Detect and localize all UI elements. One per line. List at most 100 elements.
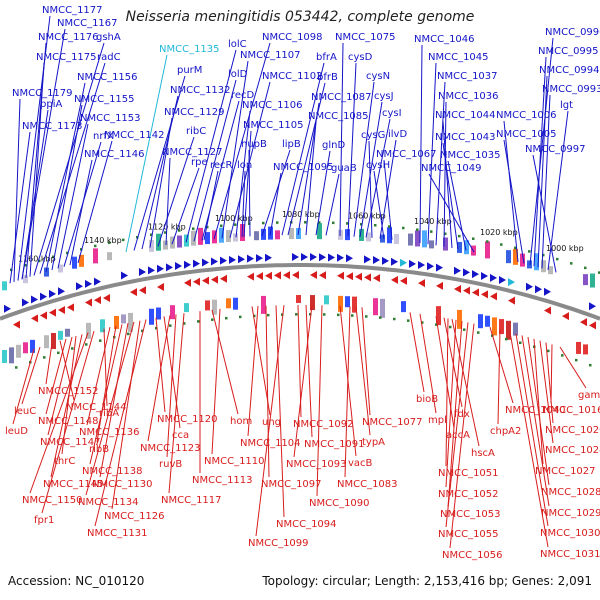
forward-gene-label: NMCC_1107 — [240, 50, 301, 61]
forward-gene-label: purM — [177, 65, 202, 76]
reverse-gene-label: NMCC_1148 — [38, 416, 99, 427]
reverse-gene-arrow — [67, 303, 74, 312]
forward-gene-arrow — [193, 259, 200, 268]
forward-gene-label: lolC — [228, 39, 247, 50]
forward-gene-arrow — [319, 253, 326, 262]
forward-gene-arrow — [544, 287, 551, 296]
forward-leader-line — [165, 157, 171, 246]
forward-feature-block — [198, 227, 203, 245]
reverse-gene-label: NMCC_1020 — [545, 425, 600, 436]
scale-tick — [584, 266, 587, 270]
forward-feature-block — [254, 231, 259, 241]
reverse-leader-line — [41, 330, 95, 514]
reverse-gene-label: NMCC_1097 — [261, 479, 322, 490]
forward-gene-arrow — [490, 273, 497, 282]
forward-gene-arrow — [148, 266, 155, 275]
scale-tick — [155, 326, 158, 330]
scale-tick — [346, 222, 349, 225]
reverse-gene-label: chpA2 — [490, 426, 521, 437]
reverse-feature-block — [170, 305, 175, 320]
reverse-feature-block — [436, 306, 441, 326]
reverse-gene-arrow — [40, 311, 47, 320]
forward-gene-arrow — [463, 268, 470, 277]
reverse-feature-block — [352, 296, 357, 313]
reverse-gene-arrow — [454, 284, 461, 293]
reverse-feature-block — [583, 344, 588, 355]
scale-tick — [360, 222, 363, 226]
scale-label: 1040 kbp — [414, 217, 452, 226]
reverse-gene-label: NMCC_1152 — [38, 386, 99, 397]
reverse-feature-block — [23, 342, 28, 354]
forward-gene-arrow — [76, 282, 83, 291]
reverse-gene-label: NMCC_1053 — [440, 509, 501, 520]
reverse-feature-block — [338, 295, 343, 312]
forward-gene-label: lon — [237, 160, 252, 171]
reverse-leader-line — [449, 323, 475, 549]
reverse-gene-arrow — [256, 272, 263, 281]
reverse-gene-label: NMCC_1029 — [541, 508, 600, 519]
forward-leader-line — [359, 101, 383, 238]
reverse-gene-arrow — [562, 312, 569, 321]
forward-feature-block — [359, 228, 364, 241]
forward-leader-line — [365, 118, 391, 238]
genome-rings — [0, 223, 600, 364]
forward-feature-block — [527, 260, 532, 269]
scale-tick — [169, 324, 172, 327]
forward-leader-line — [45, 82, 86, 272]
forward-feature-block — [534, 253, 539, 271]
forward-leader-line — [261, 149, 291, 236]
reverse-feature-block — [233, 297, 238, 310]
forward-feature-block — [590, 273, 595, 288]
reverse-leader-line — [445, 319, 457, 488]
reverse-gene-label: NMCC_1051 — [438, 468, 499, 479]
forward-gene-label: guaB — [331, 163, 357, 174]
reverse-leader-line — [265, 305, 270, 478]
forward-leader-line — [203, 170, 219, 241]
scale-label: 1160 kbp — [18, 255, 56, 264]
scale-tick — [519, 341, 522, 345]
reverse-leader-line — [509, 332, 549, 548]
scale-tick — [234, 223, 237, 226]
reverse-gene-label: NMCC_1030 — [540, 528, 600, 539]
reverse-leader-line — [85, 321, 135, 496]
reverse-leader-line — [255, 305, 285, 537]
reverse-gene-label: NMCC_1144 — [66, 402, 127, 413]
forward-feature-block — [394, 233, 399, 244]
scale-tick — [24, 264, 27, 267]
reverse-leader-line — [435, 316, 455, 429]
scale-tick — [183, 322, 186, 325]
scale-label: 1140 kbp — [84, 236, 122, 245]
reverse-gene-arrow — [58, 305, 65, 314]
scale-tick — [38, 259, 41, 263]
forward-gene-label: NMCC_1035 — [440, 150, 501, 161]
scale-tick — [556, 257, 559, 261]
forward-leader-line — [442, 120, 453, 249]
reverse-feature-block — [513, 322, 518, 336]
reverse-gene-arrow — [310, 271, 317, 280]
reverse-gene-label: NMCC_1136 — [79, 427, 140, 438]
reverse-gene-arrow — [274, 271, 281, 280]
forward-feature-block — [380, 234, 385, 243]
forward-gene-arrow — [85, 279, 92, 288]
forward-gene-label: NMCC_1005 — [496, 129, 557, 140]
forward-leader-line — [193, 79, 237, 242]
forward-leader-line — [157, 136, 195, 247]
forward-gene-arrow — [472, 270, 479, 279]
reverse-feature-block — [324, 295, 329, 305]
reverse-feature-block — [296, 295, 301, 304]
reverse-leader-line — [559, 346, 587, 389]
forward-gene-label: lolD — [228, 69, 248, 80]
forward-gene-arrow — [175, 261, 182, 270]
forward-feature-block — [226, 230, 231, 243]
reverse-gene-arrow — [319, 271, 326, 280]
reverse-gene-label: NMCC_1083 — [337, 479, 398, 490]
forward-leader-line — [243, 130, 252, 237]
forward-gene-label: NMCC_1106 — [242, 100, 303, 111]
forward-gene-arrow — [436, 263, 443, 272]
reverse-leader-line — [293, 305, 313, 458]
forward-gene-arrow — [94, 277, 101, 286]
reverse-feature-block — [212, 299, 217, 315]
topology-label: Topology: circular; Length: 2,153,416 bp… — [262, 574, 592, 588]
reverse-leader-line — [147, 315, 171, 442]
